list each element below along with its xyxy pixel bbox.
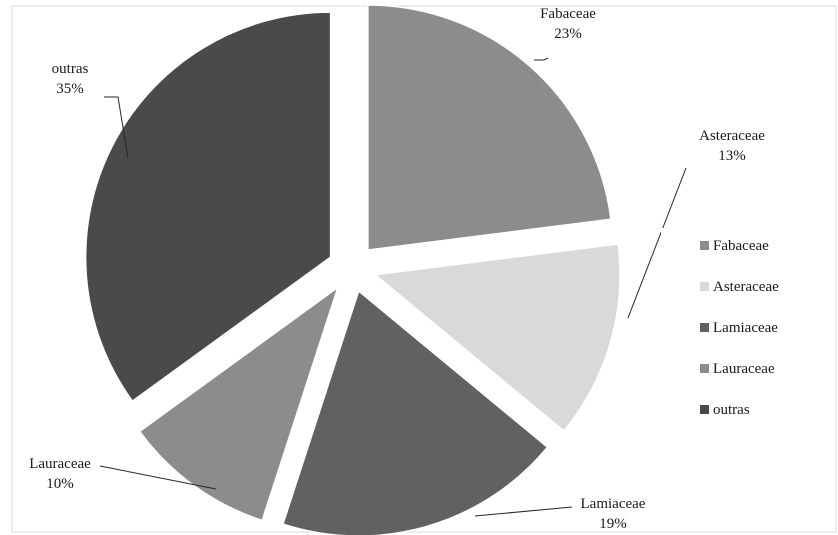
legend-swatch-lamiaceae (700, 323, 709, 332)
legend-swatch-lauraceae (700, 364, 709, 373)
data-label-name-asteraceae: Asteraceae (699, 128, 765, 144)
data-label-value-lauraceae: 10% (46, 476, 74, 492)
legend-swatch-asteraceae (700, 282, 709, 291)
legend-label-fabaceae: Fabaceae (713, 238, 769, 254)
data-label-value-fabaceae: 23% (554, 26, 582, 42)
legend-swatch-fabaceae (700, 241, 709, 250)
data-label-name-outras: outras (52, 61, 89, 77)
legend-label-lamiaceae: Lamiaceae (713, 320, 778, 336)
legend-label-asteraceae: Asteraceae (713, 279, 779, 295)
legend: Fabaceae Asteraceae Lamiaceae Lauraceae outr… (661, 228, 824, 434)
legend-label-lauraceae: Lauraceae (713, 361, 775, 377)
data-label-name-lauraceae: Lauraceae (29, 456, 91, 472)
data-label-value-lamiaceae: 19% (599, 516, 627, 532)
data-label-value-outras: 35% (56, 81, 84, 97)
data-label-value-asteraceae: 13% (718, 148, 746, 164)
data-label-name-lamiaceae: Lamiaceae (581, 496, 646, 512)
legend-label-outras: outras (713, 402, 750, 418)
data-label-name-fabaceae: Fabaceae (540, 6, 596, 22)
legend-swatch-outras (700, 405, 709, 414)
